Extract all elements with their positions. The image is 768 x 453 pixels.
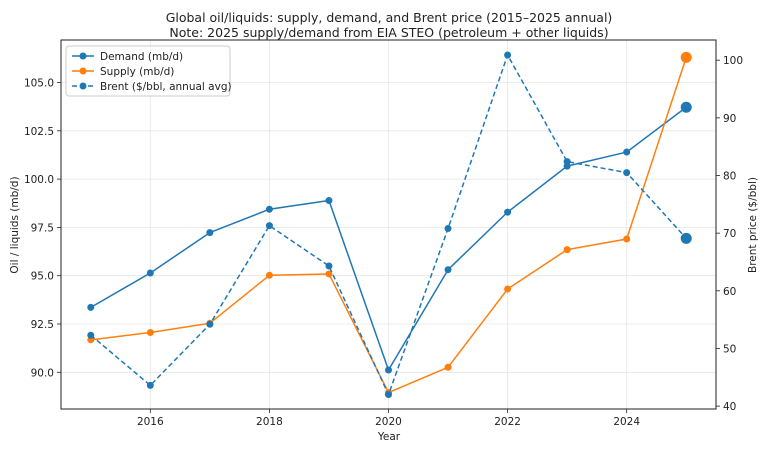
x-axis-label: Year	[377, 431, 401, 443]
legend-box	[65, 45, 231, 97]
data-point	[325, 262, 333, 270]
legend-item-demand: Demand (mb/d)	[72, 51, 183, 63]
data-point	[385, 366, 392, 374]
y-tick-label: 97.5	[31, 222, 54, 234]
data-point	[444, 266, 452, 274]
y2-tick-label: 70	[723, 228, 736, 240]
y2-tick-label: 40	[723, 401, 736, 413]
y2-tick-label: 50	[723, 343, 736, 355]
legend-label-brent: Brent ($/bbl, annual avg)	[100, 81, 232, 93]
y-tick-label: 92.5	[31, 319, 54, 331]
data-point	[325, 197, 333, 205]
data-point	[504, 285, 512, 293]
legend: Demand (mb/d) Supply (mb/d) Brent ($/bbl…	[65, 45, 232, 97]
legend-marker-demand	[79, 52, 87, 60]
data-point	[265, 222, 273, 230]
data-point	[444, 225, 452, 233]
y2-axis-label: Brent price ($/bbl)	[747, 177, 759, 273]
data-point	[265, 205, 273, 213]
data-point	[87, 303, 95, 311]
chart-subtitle: Note: 2025 supply/demand from EIA STEO (…	[169, 25, 608, 40]
legend-item-brent: Brent ($/bbl, annual avg)	[72, 81, 232, 93]
data-point	[504, 51, 512, 59]
legend-item-supply: Supply (mb/d)	[72, 66, 174, 78]
x-tick-label: 2022	[494, 416, 521, 428]
data-point	[325, 270, 333, 278]
data-point	[146, 269, 154, 277]
data-point	[87, 331, 95, 339]
data-point	[206, 229, 214, 237]
series-demand	[87, 101, 692, 374]
y2-tick-label: 90	[723, 113, 736, 125]
highlight-point	[680, 101, 692, 113]
highlight-point	[680, 232, 692, 244]
y2-tick-label: 100	[723, 55, 743, 67]
data-point	[385, 391, 392, 399]
data-point	[623, 148, 631, 156]
legend-marker-supply	[79, 67, 87, 75]
x-tick-label: 2024	[613, 416, 640, 428]
y-tick-label: 95.0	[31, 271, 54, 283]
data-point	[146, 381, 154, 389]
data-point	[623, 169, 631, 177]
chart-title: Global oil/liquids: supply, demand, and …	[166, 10, 613, 25]
series-supply	[87, 51, 692, 397]
x-tick-label: 2020	[375, 416, 402, 428]
data-point	[444, 363, 452, 371]
series-layer	[87, 51, 692, 399]
y-axis-label: Oil / liquids (mb/d)	[9, 176, 21, 273]
data-point	[146, 328, 154, 336]
y2-tick-label: 80	[723, 170, 736, 182]
y2-tick-label: 60	[723, 286, 736, 298]
y-axis-right: 40 50 60 70 80 90 100	[716, 55, 743, 413]
x-axis: 2016 2018 2020 2022 2024	[137, 409, 640, 428]
x-tick-label: 2018	[256, 416, 283, 428]
series-brent	[87, 51, 692, 399]
data-point	[265, 271, 273, 279]
legend-marker-brent	[79, 82, 87, 90]
legend-label-supply: Supply (mb/d)	[100, 66, 174, 78]
y-tick-label: 102.5	[24, 126, 54, 138]
data-point	[563, 246, 571, 254]
data-point	[623, 235, 631, 243]
data-point	[504, 208, 512, 216]
data-point	[206, 320, 214, 328]
y-tick-label: 105.0	[24, 78, 54, 90]
data-point	[563, 158, 571, 166]
y-tick-label: 100.0	[24, 174, 54, 186]
legend-label-demand: Demand (mb/d)	[100, 51, 183, 63]
y-axis-left: 90.0 92.5 95.0 97.5 100.0 102.5 105.0	[24, 78, 61, 379]
x-tick-label: 2016	[137, 416, 164, 428]
y-tick-label: 90.0	[31, 367, 54, 379]
highlight-point	[680, 51, 692, 63]
